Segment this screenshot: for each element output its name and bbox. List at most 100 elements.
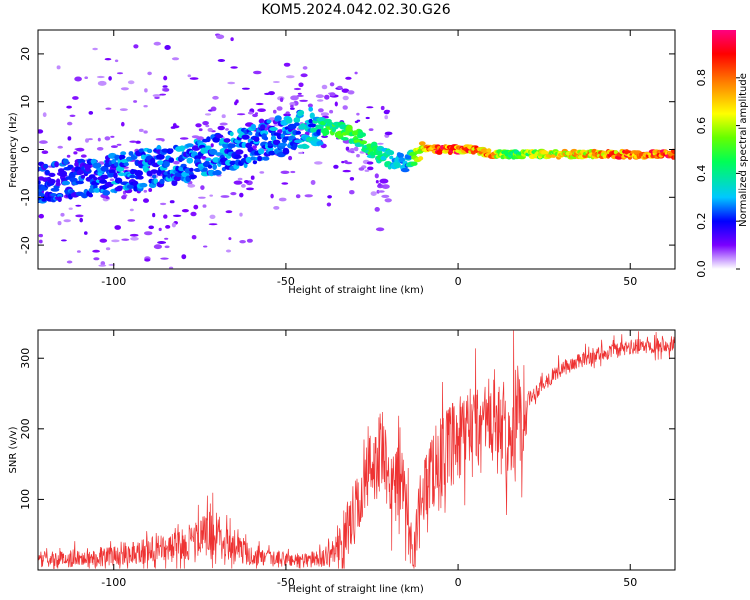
spectrogram-ridge-cell: [340, 137, 349, 141]
spectrogram-noise-cell: [158, 227, 162, 232]
spectrogram-ridge-cell: [400, 167, 410, 173]
spectrogram-noise-cell: [290, 104, 294, 108]
spectrogram-noise-cell: [257, 108, 266, 112]
spectrogram-ridge-cell: [163, 160, 170, 168]
spectrogram-ridge-cell: [308, 118, 313, 124]
spectrogram-noise-cell: [225, 128, 229, 131]
spectrogram-noise-cell: [358, 167, 365, 171]
spectrogram-noise-cell: [67, 121, 73, 126]
spectrogram-noise-cell: [250, 175, 255, 180]
spectrogram-ridge-cell: [294, 139, 303, 144]
spectrogram-noise-cell: [205, 124, 210, 128]
spectrogram-noise-cell: [173, 160, 180, 165]
spectrogram-ridge-cell: [129, 174, 136, 179]
spectrogram-ridge-cell: [243, 154, 248, 159]
spectrogram-noise-cell: [162, 88, 170, 92]
spectrogram-noise-cell: [345, 146, 350, 151]
spectrogram-ridge-cell: [44, 169, 50, 176]
spectrogram-noise-cell: [286, 75, 295, 79]
spectrogram-xlabel: Height of straight line (km): [288, 285, 424, 296]
spectrogram-noise-cell: [111, 270, 119, 275]
spectrogram-ridge-cell: [253, 136, 260, 142]
spectrogram-noise-cell: [67, 136, 72, 141]
spectrogram-ridge-cell: [272, 139, 281, 145]
spectrogram-ridge-cell: [123, 162, 129, 167]
spectrogram-noise-cell: [233, 180, 243, 185]
spectrogram-noise-cell: [63, 219, 71, 223]
spectrogram-noise-cell: [153, 244, 162, 250]
spectrogram-noise-cell: [171, 222, 176, 228]
spectrogram-noise-cell: [178, 22, 184, 25]
spectrogram-ridge-cell: [179, 145, 186, 152]
spectrogram-noise-cell: [145, 292, 148, 296]
spectrogram-ridge-cell: [241, 141, 247, 149]
spectrogram-noise-cell: [317, 99, 324, 102]
spectrogram-noise-cell: [198, 196, 206, 199]
spectrogram-ridge-cell: [43, 163, 49, 169]
spectrogram-ridge-cell: [270, 135, 277, 141]
spectrogram-ridge-cell: [136, 175, 144, 180]
spectrogram-noise-cell: [147, 71, 152, 76]
spectrogram-noise-cell: [160, 257, 169, 260]
spectrogram-noise-cell: [75, 204, 82, 207]
spectrogram-ylabel: Frequency (Hz): [8, 112, 19, 188]
spectrogram-ridge-cell: [57, 193, 63, 198]
spectrogram-noise-cell: [333, 164, 339, 169]
spectrogram-noise-cell: [127, 80, 135, 85]
spectrogram-noise-cell: [255, 102, 264, 106]
spectrogram-noise-cell: [110, 145, 118, 149]
spectrogram-noise-cell: [297, 92, 302, 95]
spectrogram-noise-cell: [374, 173, 379, 179]
colorbar-ticks: 0.0 0.2 0.4 0.6 0.8: [695, 69, 740, 278]
spectrogram-ridge-cell: [227, 143, 236, 148]
spectrogram-ridge-cell: [150, 169, 158, 175]
spectrogram-noise-cell: [380, 105, 385, 111]
spectrogram-noise-cell: [204, 113, 212, 116]
snr-ylabel: SNR (v/v): [8, 426, 19, 473]
spectrogram-noise-cell: [290, 107, 295, 110]
spectrogram-noise-cell: [235, 99, 239, 104]
spectrogram-noise-cell: [300, 73, 308, 78]
spectrogram-noise-cell: [277, 129, 283, 134]
spectrogram-ridge-cell: [174, 172, 184, 178]
snr-xtick-label: -100: [101, 576, 126, 589]
spectrogram-noise-cell: [129, 140, 137, 143]
spectrogram-noise-cell: [230, 192, 237, 196]
spectrogram-ridge-cell: [114, 177, 123, 184]
spectrogram-noise-cell: [143, 130, 148, 134]
spectrogram-noise-cell: [310, 180, 316, 185]
spectrogram-noise-cell: [116, 143, 122, 146]
spectrogram-noise-cell: [69, 114, 76, 118]
spectrogram-ridge-cell: [63, 158, 69, 165]
spectrogram-ridge-cell: [116, 185, 124, 190]
spectrogram-noise-cell: [66, 260, 73, 264]
spectrogram-noise-cell: [298, 82, 304, 88]
spectrogram-noise-cell: [315, 94, 324, 99]
spectrogram-noise-cell: [356, 154, 360, 158]
spectrogram-noise-cell: [130, 236, 139, 241]
spectrogram-noise-cell: [212, 95, 219, 100]
spectrogram-ytick-label: -10: [19, 188, 32, 206]
spectrogram-noise-cell: [270, 193, 274, 199]
spectrogram-noise-cell: [66, 105, 72, 109]
spectrogram-noise-cell: [334, 101, 338, 107]
snr-panel: -100 -50 0 50 100 200 300 Height of straight l…: [8, 329, 676, 595]
spectrogram-noise-cell: [79, 217, 83, 223]
spectrogram-noise-cell: [208, 223, 218, 226]
spectrogram-ridge-cell: [316, 129, 321, 136]
spectrogram-noise-cell: [127, 219, 136, 222]
spectrogram-noise-cell: [72, 96, 79, 100]
spectrogram-noise-cell: [329, 109, 334, 114]
spectrogram-noise-cell: [143, 198, 149, 203]
spectrogram-noise-cell: [327, 195, 332, 199]
spectrogram-ytick-label: 20: [19, 47, 32, 61]
spectrogram-noise-cell: [341, 160, 345, 164]
spectrogram-noise-cell: [202, 204, 207, 208]
spectrogram-ridge-cell: [207, 164, 213, 169]
spectrogram-noise-cell: [216, 34, 225, 40]
colorbar-tick-label: 0.0: [695, 260, 708, 278]
spectrogram-noise-cell: [159, 93, 167, 96]
spectrogram-noise-cell: [207, 127, 213, 132]
